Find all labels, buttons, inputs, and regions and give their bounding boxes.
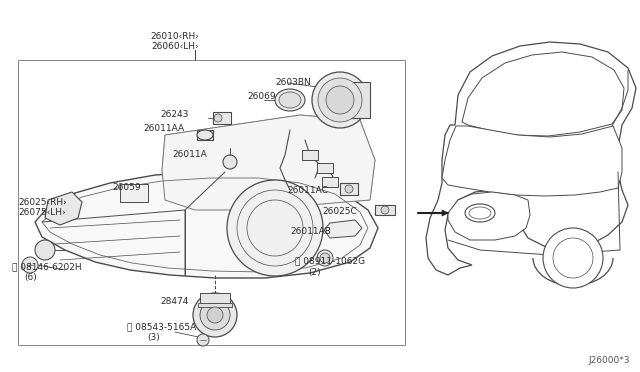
Text: 26011AA: 26011AA: [143, 124, 184, 133]
Text: 2603BN: 2603BN: [275, 78, 311, 87]
Text: 26060‹LH›: 26060‹LH›: [151, 42, 199, 51]
Text: J26000*3: J26000*3: [589, 356, 630, 365]
Text: 26011AC: 26011AC: [287, 186, 328, 195]
Bar: [213, 112, 231, 124]
Bar: [340, 183, 358, 195]
Text: Ⓢ 08543-5165A: Ⓢ 08543-5165A: [127, 322, 196, 331]
Circle shape: [312, 72, 368, 128]
Circle shape: [193, 293, 237, 337]
Text: ⓝ 08911-1062G: ⓝ 08911-1062G: [295, 256, 365, 265]
Circle shape: [318, 78, 362, 122]
Circle shape: [326, 86, 354, 114]
Circle shape: [35, 240, 55, 260]
Text: 26243: 26243: [160, 110, 188, 119]
Ellipse shape: [279, 92, 301, 108]
Circle shape: [320, 253, 330, 263]
Text: 26025‹RH›: 26025‹RH›: [18, 198, 67, 207]
Bar: [197, 130, 213, 140]
Polygon shape: [448, 192, 530, 240]
Ellipse shape: [465, 204, 495, 222]
Polygon shape: [442, 126, 622, 196]
Bar: [322, 177, 338, 187]
Circle shape: [207, 307, 223, 323]
Bar: [350, 82, 370, 118]
Text: 26011A: 26011A: [172, 150, 207, 159]
Bar: [317, 163, 333, 173]
Text: Ⓑ 08146-6202H: Ⓑ 08146-6202H: [12, 262, 82, 271]
Polygon shape: [35, 172, 378, 278]
Text: (2): (2): [308, 268, 321, 277]
Ellipse shape: [275, 89, 305, 111]
Bar: [18, 60, 405, 345]
Circle shape: [345, 185, 353, 193]
Polygon shape: [462, 52, 624, 136]
Circle shape: [381, 206, 389, 214]
Polygon shape: [162, 115, 375, 210]
Ellipse shape: [197, 130, 213, 140]
Bar: [120, 184, 148, 202]
Bar: [200, 293, 230, 303]
Circle shape: [317, 250, 333, 266]
Circle shape: [214, 114, 222, 122]
Bar: [198, 303, 232, 307]
Text: 26011AB: 26011AB: [290, 227, 331, 236]
Text: 26075‹LH›: 26075‹LH›: [18, 208, 66, 217]
Circle shape: [543, 228, 603, 288]
Bar: [375, 205, 395, 215]
Polygon shape: [45, 192, 82, 225]
Text: 26025C: 26025C: [322, 207, 356, 216]
Text: (6): (6): [24, 273, 36, 282]
Polygon shape: [426, 42, 636, 275]
Circle shape: [200, 300, 230, 330]
Circle shape: [227, 180, 323, 276]
Text: (3): (3): [147, 333, 160, 342]
Text: 26059: 26059: [112, 183, 141, 192]
Polygon shape: [324, 220, 362, 238]
Circle shape: [197, 334, 209, 346]
Circle shape: [223, 155, 237, 169]
Bar: [302, 150, 318, 160]
Circle shape: [22, 257, 38, 273]
Text: 28474: 28474: [160, 297, 188, 306]
Text: 26010‹RH›: 26010‹RH›: [150, 32, 200, 41]
Polygon shape: [442, 210, 448, 216]
Text: 26069: 26069: [247, 92, 276, 101]
